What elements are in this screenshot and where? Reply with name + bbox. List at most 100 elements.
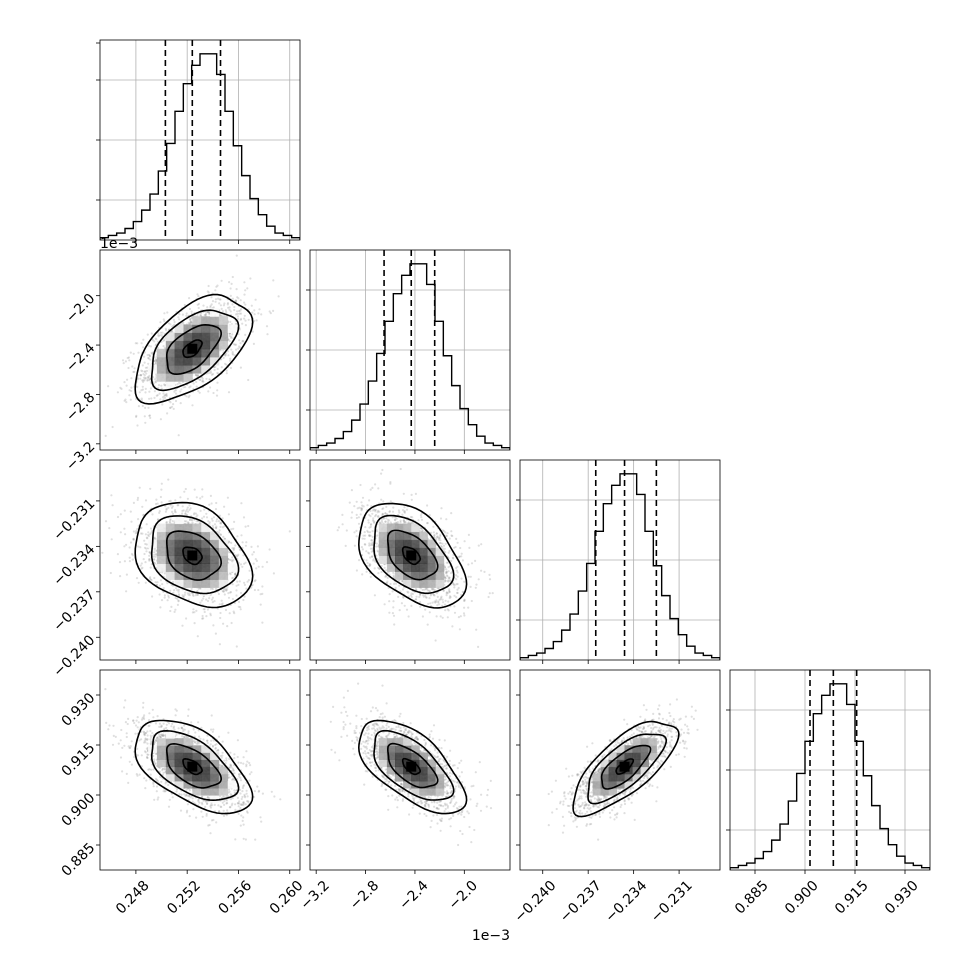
- scatter-point: [224, 608, 228, 612]
- scatter-point: [143, 732, 146, 736]
- scatter-point: [155, 373, 158, 376]
- scatter-point: [230, 621, 233, 625]
- scatter-point: [162, 398, 165, 401]
- scatter-point: [206, 608, 209, 611]
- scatter-point: [248, 569, 251, 572]
- scatter-point: [158, 511, 161, 514]
- scatter-point: [147, 362, 150, 365]
- scatter-point: [158, 766, 161, 770]
- scatter-point: [237, 600, 241, 604]
- scatter-point: [140, 397, 143, 400]
- scatter-point: [177, 600, 180, 603]
- scatter-point: [238, 345, 241, 348]
- scatter-point: [241, 340, 244, 343]
- scatter-point: [174, 596, 177, 600]
- scatter-point: [157, 796, 160, 799]
- scatter-point: [219, 314, 222, 317]
- scatter-point: [156, 346, 159, 349]
- density-cell: [183, 571, 193, 580]
- scatter-point: [147, 531, 150, 534]
- scatter-point: [239, 342, 242, 345]
- scatter-point: [201, 380, 204, 383]
- scatter-point: [179, 402, 182, 405]
- scatter-point: [213, 803, 216, 807]
- scatter-point: [229, 320, 232, 323]
- panel-frame: [99, 459, 301, 661]
- scatter-point: [239, 824, 242, 827]
- scatter-point: [268, 310, 271, 313]
- scatter-point: [122, 362, 125, 365]
- scatter-point: [220, 603, 223, 606]
- scatter-point: [139, 546, 142, 549]
- density-cell: [174, 579, 184, 588]
- density-cell: [210, 563, 220, 572]
- scatter-point: [155, 498, 158, 501]
- scatter-point: [136, 496, 140, 499]
- scatter-point: [243, 301, 246, 304]
- scatter-point: [160, 387, 163, 390]
- scatter-point: [155, 778, 159, 782]
- scatter-point: [174, 499, 177, 502]
- scatter-point: [175, 790, 178, 793]
- scatter-point: [207, 291, 210, 294]
- scatter-point: [159, 579, 162, 582]
- scatter-point: [224, 362, 227, 365]
- scatter-point: [149, 533, 152, 536]
- scatter-point: [143, 734, 146, 737]
- density-cell: [218, 579, 229, 588]
- scatter-point: [143, 379, 146, 382]
- scatter-point: [182, 728, 185, 731]
- scatter-point: [184, 487, 187, 491]
- scatter-point: [196, 593, 199, 596]
- scatter-point: [108, 527, 111, 530]
- scatter-point: [222, 348, 225, 351]
- scatter-point: [109, 571, 112, 575]
- density-cell: [210, 332, 220, 342]
- scatter-point: [223, 314, 226, 317]
- scatter-point: [244, 319, 247, 322]
- scatter-point: [159, 331, 162, 334]
- scatter-point: [158, 334, 162, 337]
- scatter-point: [259, 593, 262, 596]
- density-cell: [210, 571, 220, 580]
- scatter-point: [179, 496, 182, 499]
- scatter-point: [210, 371, 213, 374]
- scatter-point: [228, 334, 231, 338]
- scatter-point: [243, 793, 246, 796]
- scatter-point: [157, 332, 160, 335]
- density-cell: [201, 571, 211, 580]
- scatter-point: [123, 744, 126, 747]
- scatter-point: [186, 506, 189, 509]
- scatter-point: [227, 306, 230, 309]
- scatter-point: [167, 594, 170, 598]
- scatter-point: [219, 533, 223, 537]
- density-cell: [174, 547, 184, 556]
- scatter-point: [237, 805, 240, 808]
- scatter-point: [161, 769, 164, 772]
- scatter-point: [127, 356, 130, 359]
- scatter-point: [229, 764, 233, 767]
- scatter-point: [207, 284, 210, 288]
- scatter-point: [225, 369, 228, 372]
- scatter-point: [214, 298, 218, 301]
- scatter-point: [239, 608, 242, 611]
- scatter-point: [232, 527, 235, 530]
- scatter-point: [150, 455, 152, 457]
- scatter-point: [180, 388, 183, 391]
- scatter-point: [219, 349, 222, 352]
- scatter-point: [252, 551, 255, 554]
- scatter-point: [129, 510, 132, 513]
- density-cell: [165, 563, 176, 572]
- scatter-point: [136, 528, 139, 531]
- scatter-point: [249, 277, 252, 280]
- scatter-point: [222, 590, 226, 593]
- scatter-point: [210, 296, 213, 299]
- scatter-point: [129, 351, 132, 354]
- scatter-point: [166, 412, 169, 415]
- scatter-point: [215, 821, 218, 824]
- scatter-point: [185, 312, 188, 315]
- scatter-point: [142, 376, 146, 379]
- scatter-point: [216, 297, 220, 300]
- scatter-point: [216, 389, 219, 392]
- scatter-point: [273, 795, 276, 798]
